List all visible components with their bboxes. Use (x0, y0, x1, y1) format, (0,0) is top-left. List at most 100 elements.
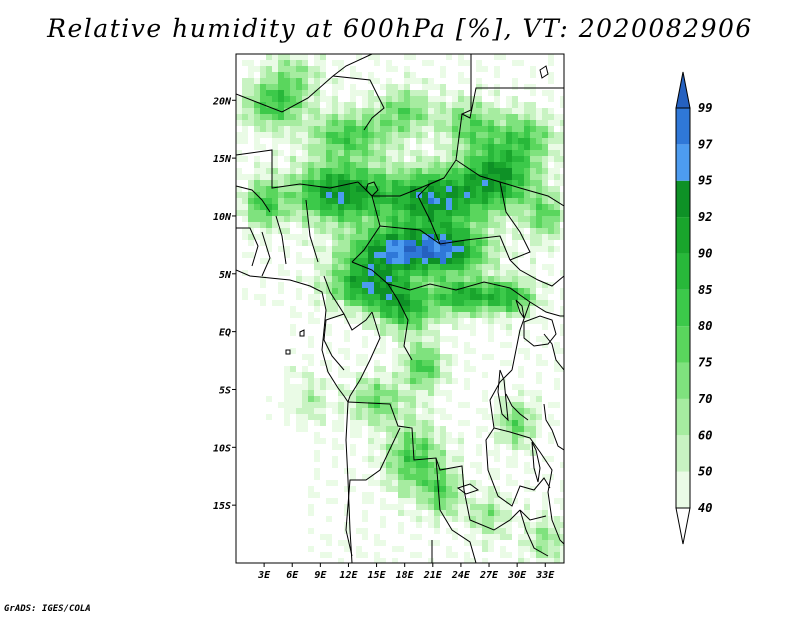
humidity-cell (266, 114, 272, 120)
humidity-cell (404, 462, 410, 468)
humidity-cell (308, 510, 314, 516)
humidity-cell (350, 126, 356, 132)
humidity-cell (380, 180, 386, 186)
humidity-cell (422, 258, 428, 264)
humidity-cell (398, 132, 404, 138)
humidity-cell (326, 186, 332, 192)
humidity-cell (296, 240, 302, 246)
humidity-cell (422, 84, 428, 90)
border-line (236, 149, 359, 189)
humidity-cell (242, 288, 248, 294)
humidity-cell (446, 294, 452, 300)
colorbar-segment (676, 180, 690, 218)
humidity-cell (320, 384, 326, 390)
humidity-cell (560, 180, 564, 186)
colorbar-segment (676, 108, 690, 145)
humidity-cell (440, 84, 446, 90)
humidity-cell (452, 360, 458, 366)
humidity-cell (416, 120, 422, 126)
humidity-cell (560, 174, 564, 180)
humidity-cell (482, 300, 488, 306)
humidity-cell (344, 192, 350, 198)
humidity-cell (434, 144, 440, 150)
humidity-cell (410, 204, 416, 210)
humidity-cell (410, 120, 416, 126)
humidity-cell (428, 204, 434, 210)
humidity-cell (416, 420, 422, 426)
humidity-cell (524, 504, 530, 510)
humidity-cell (554, 180, 560, 186)
humidity-cell (542, 114, 548, 120)
humidity-cell (356, 546, 362, 552)
humidity-cell (476, 480, 482, 486)
humidity-cell (488, 264, 494, 270)
humidity-cell (284, 252, 290, 258)
humidity-cell (512, 132, 518, 138)
humidity-cell (506, 228, 512, 234)
humidity-cell (404, 126, 410, 132)
humidity-cell (506, 492, 512, 498)
humidity-cell (308, 402, 314, 408)
humidity-cell (536, 528, 542, 534)
humidity-cell (362, 90, 368, 96)
humidity-cell (542, 222, 548, 228)
humidity-cell (500, 438, 506, 444)
humidity-cell (368, 72, 374, 78)
humidity-cell (362, 414, 368, 420)
humidity-cell (464, 294, 470, 300)
humidity-cell (488, 240, 494, 246)
humidity-cell (362, 528, 368, 534)
humidity-cell (314, 174, 320, 180)
humidity-cell (380, 156, 386, 162)
humidity-cell (404, 336, 410, 342)
humidity-cell (344, 288, 350, 294)
humidity-cell (428, 318, 434, 324)
humidity-cell (284, 414, 290, 420)
humidity-cell (416, 348, 422, 354)
humidity-cell (296, 210, 302, 216)
humidity-cell (536, 420, 542, 426)
humidity-cell (254, 162, 260, 168)
humidity-cell (344, 114, 350, 120)
humidity-cell (314, 162, 320, 168)
humidity-cell (512, 192, 518, 198)
humidity-cell (410, 246, 416, 252)
humidity-cell (302, 96, 308, 102)
humidity-cell (446, 132, 452, 138)
humidity-cell (338, 126, 344, 132)
humidity-cell (398, 174, 404, 180)
humidity-cell (548, 264, 554, 270)
humidity-cell (350, 144, 356, 150)
humidity-cell (290, 204, 296, 210)
humidity-cell (524, 432, 530, 438)
humidity-cell (392, 408, 398, 414)
humidity-cell (392, 336, 398, 342)
humidity-cell (284, 372, 290, 378)
humidity-cell (548, 138, 554, 144)
humidity-cell (368, 438, 374, 444)
humidity-cell (560, 204, 564, 210)
humidity-cell (434, 324, 440, 330)
humidity-cell (512, 414, 518, 420)
humidity-cell (548, 216, 554, 222)
humidity-cell (410, 378, 416, 384)
humidity-cell (272, 78, 278, 84)
humidity-cell (320, 66, 326, 72)
humidity-cell (440, 132, 446, 138)
humidity-cell (506, 432, 512, 438)
humidity-cell (320, 120, 326, 126)
humidity-cell (434, 102, 440, 108)
humidity-cell (374, 444, 380, 450)
humidity-cell (500, 276, 506, 282)
humidity-cell (380, 114, 386, 120)
humidity-cell (554, 234, 560, 240)
humidity-cell (386, 372, 392, 378)
humidity-cell (326, 330, 332, 336)
humidity-cell (272, 210, 278, 216)
humidity-cell (434, 264, 440, 270)
humidity-cell (296, 384, 302, 390)
humidity-cell (380, 504, 386, 510)
humidity-cell (512, 78, 518, 84)
humidity-cell (380, 246, 386, 252)
humidity-cell (482, 540, 488, 546)
